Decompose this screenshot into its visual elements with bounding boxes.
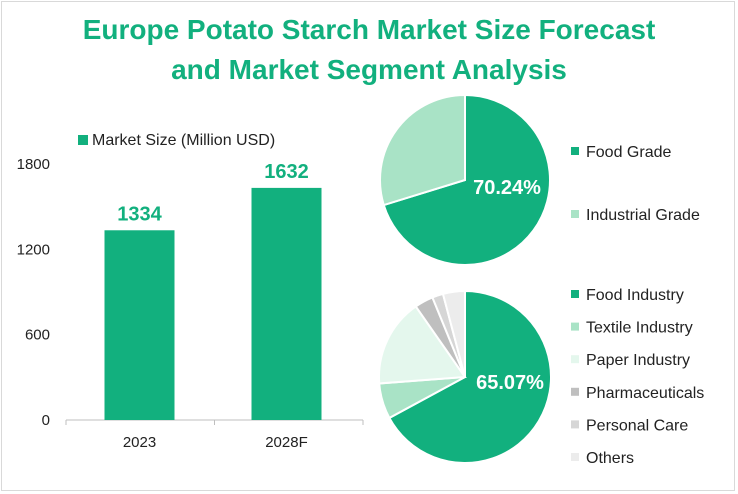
grade-pie-percent-label: 70.24% [473, 177, 541, 199]
bar-data-label: 1632 [264, 161, 309, 183]
grade-pie-slice [382, 93, 551, 266]
application-pie-slice [388, 289, 552, 464]
application-pie-legend-label: Food Industry [586, 287, 684, 304]
y-tick-label: 1800 [17, 156, 50, 173]
application-pie-legend-swatch [571, 290, 579, 298]
x-tick-label: 2023 [123, 434, 156, 451]
grade-pie-legend-label: Food Grade [586, 144, 671, 161]
grade-pie-legend-swatch [571, 210, 579, 218]
application-pie-legend-swatch [571, 322, 579, 331]
application-pie-legend-swatch [571, 453, 579, 461]
bar [251, 187, 322, 420]
application-pie-percent-label: 65.07% [476, 372, 544, 394]
bar [104, 230, 175, 420]
application-pie-legend-label: Pharmaceuticals [586, 385, 704, 402]
y-tick-label: 1200 [17, 241, 50, 258]
title-line-1: Europe Potato Starch Market Size Forecas… [82, 14, 656, 45]
application-pie-legend-swatch [571, 387, 579, 396]
application-pie-legend-label: Paper Industry [586, 352, 690, 369]
chart-title: Europe Potato Starch Market Size Forecas… [0, 10, 738, 90]
application-pie-legend-label: Personal Care [586, 417, 688, 434]
application-pie-legend-swatch [571, 355, 579, 364]
y-tick-label: 0 [42, 412, 50, 429]
application-pie-legend-label: Textile Industry [586, 320, 693, 337]
grade-pie-slice [379, 93, 466, 207]
application-pie-slice [441, 289, 466, 378]
grade-pie-legend-label: Industrial Grade [586, 207, 700, 224]
bar-legend-swatch [78, 135, 88, 145]
x-tick-label: 2028F [265, 434, 308, 451]
bar-legend-label: Market Size (Million USD) [92, 132, 275, 149]
title-line-2: and Market Segment Analysis [171, 54, 567, 85]
application-pie-slice [378, 305, 467, 385]
application-pie-legend-label: Others [586, 450, 634, 467]
bar-data-label: 1334 [117, 203, 162, 225]
y-tick-label: 600 [25, 327, 50, 344]
grade-pie-legend-swatch [571, 147, 579, 155]
application-pie-legend-swatch [571, 420, 579, 429]
